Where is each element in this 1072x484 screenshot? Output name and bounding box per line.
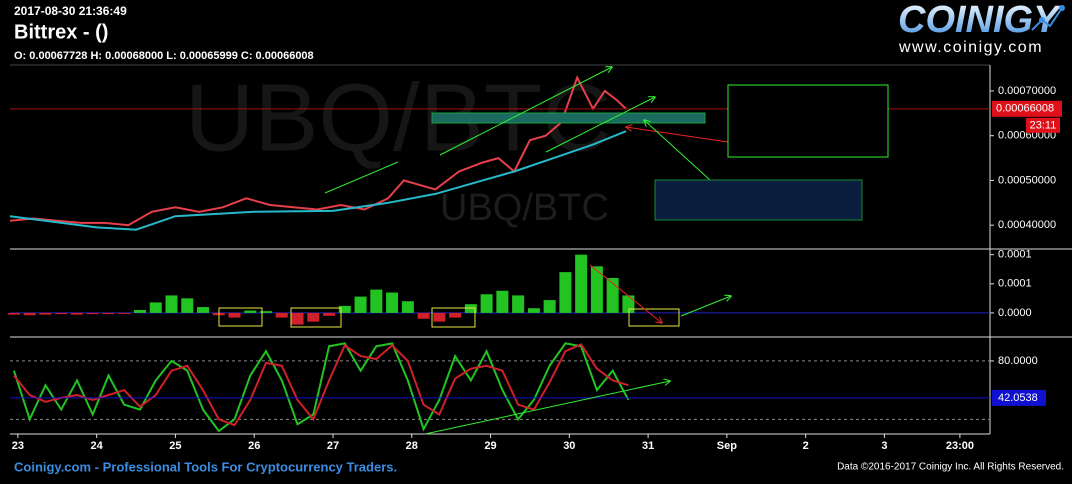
logo-name: COINIGY xyxy=(898,0,1062,41)
histogram-bar xyxy=(55,312,68,315)
current-label: 42.0538 xyxy=(998,392,1038,404)
y-tick-label: 0.00070000 xyxy=(998,85,1056,97)
histogram-bar xyxy=(370,289,383,313)
histogram-bar xyxy=(354,296,367,313)
histogram-bar xyxy=(559,272,572,313)
ohlc-line: O: 0.00067728 H: 0.00068000 L: 0.0006599… xyxy=(14,50,314,62)
logo-icon-dot xyxy=(1039,17,1045,23)
histogram-bar xyxy=(543,300,556,313)
y-tick-label: 0.0001 xyxy=(998,249,1032,261)
histogram-bar xyxy=(386,292,399,313)
footer-copyright: Data ©2016-2017 Coinigy Inc. All Rights … xyxy=(837,462,1064,473)
highlight-box xyxy=(290,307,342,328)
histogram-bar xyxy=(433,312,446,322)
x-tick-label: 23:00 xyxy=(946,440,974,452)
scenario-box xyxy=(727,84,889,158)
market-title: Bittrex - () xyxy=(14,21,108,43)
histogram-bar xyxy=(622,295,635,313)
histogram-bar xyxy=(118,312,131,314)
series-line xyxy=(13,343,629,427)
histogram-bar xyxy=(260,311,273,313)
watermark-small: UBQ/BTC xyxy=(440,187,609,229)
countdown-label: 23:11 xyxy=(1030,120,1057,132)
y-tick-label: 0.0000 xyxy=(998,307,1032,319)
x-tick-label: 3 xyxy=(881,440,887,452)
histogram-bar xyxy=(181,298,194,313)
x-tick-label: 27 xyxy=(327,440,339,452)
histogram-bar xyxy=(244,310,257,313)
x-tick-label: 29 xyxy=(484,440,496,452)
trend-line xyxy=(545,97,655,153)
trend-line xyxy=(439,67,612,156)
x-tick-label: Sep xyxy=(717,440,737,452)
x-tick-label: 26 xyxy=(248,440,260,452)
x-tick-label: 31 xyxy=(642,440,654,452)
histogram-bar xyxy=(291,312,304,325)
last-price-label: 0.00066008 xyxy=(996,103,1054,115)
histogram-bar xyxy=(102,312,115,315)
last-price-box xyxy=(992,100,1062,117)
histogram-bar xyxy=(307,312,320,322)
histogram-bar xyxy=(275,312,288,318)
histogram-bar xyxy=(512,295,525,313)
histogram-bar xyxy=(401,301,414,313)
histogram-bar xyxy=(527,308,540,313)
footer-tagline: Coinigy.com - Professional Tools For Cry… xyxy=(14,459,397,474)
histogram-bar xyxy=(606,277,619,313)
histogram-bar xyxy=(228,312,241,318)
highlight-box xyxy=(218,307,263,327)
histogram-bar xyxy=(86,312,99,315)
histogram-bar xyxy=(70,312,83,315)
histogram-bar xyxy=(149,302,162,313)
trend-line xyxy=(324,161,399,194)
histogram-bar xyxy=(496,290,509,313)
histogram-bar xyxy=(165,295,178,313)
histogram-bar xyxy=(323,312,336,316)
support-box xyxy=(654,179,863,221)
current-box xyxy=(992,389,1046,406)
logo-url: www.coinigy.com xyxy=(898,39,1043,56)
histogram-bar xyxy=(197,307,210,313)
histogram-bar xyxy=(7,312,20,315)
x-tick-label: 25 xyxy=(169,440,181,452)
x-tick-label: 30 xyxy=(563,440,575,452)
histogram-bar xyxy=(338,305,351,313)
y-tick-label: 0.00050000 xyxy=(998,174,1056,186)
arrow xyxy=(626,127,729,143)
x-tick-label: 23 xyxy=(12,440,24,452)
histogram-bar xyxy=(590,266,603,313)
y-tick-label: 80.0000 xyxy=(998,355,1038,367)
highlight-box xyxy=(628,308,680,327)
x-tick-label: 28 xyxy=(406,440,418,452)
y-tick-label: 0.0001 xyxy=(998,278,1032,290)
arrow xyxy=(644,120,711,181)
arrow xyxy=(680,296,731,317)
histogram-bar xyxy=(575,254,588,313)
logo-icon xyxy=(1031,7,1063,31)
countdown-box xyxy=(1026,117,1060,133)
histogram-bar xyxy=(449,312,462,318)
histogram-bar xyxy=(480,294,493,313)
timestamp: 2017-08-30 21:36:49 xyxy=(14,4,127,18)
support-zone xyxy=(431,112,706,124)
logo-icon-dot xyxy=(1059,5,1065,11)
histogram-bar xyxy=(39,312,52,315)
highlight-box xyxy=(431,307,476,328)
histogram-bar xyxy=(23,312,36,316)
histogram-bar xyxy=(464,304,477,313)
x-tick-label: 24 xyxy=(91,440,104,452)
series-line xyxy=(12,342,630,433)
trend-line xyxy=(424,381,670,435)
histogram-bar xyxy=(417,312,430,319)
histogram-bar xyxy=(133,309,146,313)
series-line xyxy=(9,130,627,231)
y-tick-label: 0.00040000 xyxy=(998,219,1056,231)
arrow xyxy=(589,264,662,323)
x-tick-label: 2 xyxy=(803,440,809,452)
